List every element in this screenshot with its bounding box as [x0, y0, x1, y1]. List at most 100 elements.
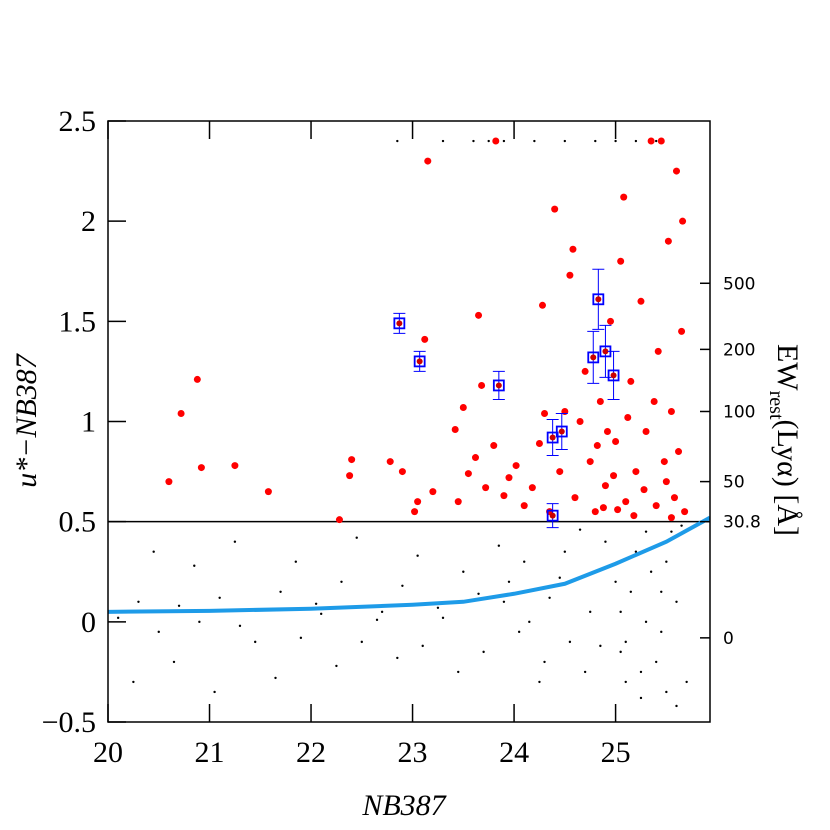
lae-candidate — [566, 271, 574, 279]
source-dot — [436, 606, 440, 610]
lae-candidate — [652, 502, 660, 510]
source-dot — [299, 636, 303, 640]
source-dot — [340, 580, 343, 583]
source-dot — [482, 650, 485, 654]
lae-candidate — [586, 458, 594, 466]
confirmed-square — [492, 379, 505, 392]
lae-candidate — [612, 438, 620, 446]
source-dot — [604, 540, 607, 543]
source-dot — [644, 530, 648, 533]
y2-axis-label: EWrest(Lyα) [Å] — [765, 344, 804, 536]
source-dot — [401, 584, 404, 587]
x-axis-label: NB387 — [361, 789, 447, 822]
lae-candidate — [632, 468, 640, 476]
y2-label-main: EW — [771, 344, 804, 391]
lae-candidate — [492, 137, 500, 145]
plot-area — [108, 137, 710, 708]
confirmed-center — [396, 320, 403, 327]
source-dot — [558, 576, 561, 579]
source-dot — [502, 600, 506, 603]
lae-candidate — [551, 205, 559, 213]
source-dot — [319, 612, 323, 616]
lae-candidate — [642, 428, 650, 436]
source-dot — [132, 680, 135, 684]
lae-candidate — [500, 492, 508, 500]
confirmed-center — [549, 512, 556, 519]
lae-candidate — [451, 426, 459, 434]
confirmed-square — [393, 317, 406, 330]
lae-candidate — [165, 478, 173, 486]
source-dot — [614, 580, 617, 583]
source-dot — [213, 690, 216, 694]
lae-candidate — [679, 217, 687, 225]
lae-candidate — [681, 508, 689, 516]
y-tick-label: 1.5 — [59, 305, 97, 338]
source-dot — [375, 618, 379, 622]
lae-candidate — [678, 327, 686, 335]
source-dot — [644, 620, 648, 624]
y-tick-label: 1 — [81, 406, 96, 439]
lae-candidate — [348, 456, 356, 464]
lae-candidate — [556, 468, 564, 476]
confirmed-center — [416, 358, 423, 365]
source-dot — [441, 139, 445, 143]
lae-candidate — [601, 482, 609, 490]
source-dot — [523, 560, 526, 563]
source-dot — [441, 616, 445, 620]
lae-candidate — [620, 193, 628, 201]
lae-candidate — [471, 454, 479, 462]
source-dot — [665, 560, 668, 563]
lae-candidate — [478, 381, 486, 389]
source-dot — [660, 630, 663, 634]
source-dot — [614, 139, 617, 143]
source-dot — [670, 530, 673, 533]
lae-candidate — [603, 428, 611, 436]
lae-candidate — [424, 157, 432, 165]
lae-candidate — [569, 245, 577, 253]
source-dot — [654, 660, 658, 664]
lae-candidate — [264, 488, 272, 496]
source-dot — [279, 590, 282, 593]
lae-candidate — [346, 472, 354, 480]
lae-candidate — [624, 413, 632, 421]
source-dot — [589, 610, 592, 614]
source-dot — [238, 624, 242, 628]
lae-candidate — [459, 403, 467, 411]
lae-candidate — [667, 407, 675, 415]
confirmed-square — [413, 355, 426, 368]
confirmed-center — [602, 348, 609, 355]
confirmed-square — [546, 431, 559, 444]
lae-candidate — [538, 301, 546, 309]
y2-label-tail: (Lyα) [Å] — [771, 420, 804, 537]
lae-candidate — [571, 494, 579, 502]
source-dot — [594, 139, 597, 143]
source-dot — [583, 670, 587, 674]
source-dot — [660, 590, 663, 593]
source-dot — [254, 640, 257, 644]
model-curve — [108, 515, 710, 614]
x-tick-label: 21 — [195, 736, 225, 769]
lae-candidate — [454, 498, 462, 506]
lae-candidate — [335, 516, 343, 524]
y2-tick-label: 50 — [723, 473, 745, 493]
lae-candidate — [414, 498, 422, 506]
source-dot — [599, 644, 602, 648]
lae-candidate — [622, 498, 630, 506]
lae-candidate — [672, 167, 680, 175]
lae-candidate — [657, 137, 665, 145]
lae-candidate — [670, 494, 678, 502]
lae-candidate — [541, 409, 549, 417]
lae-candidate — [581, 367, 589, 375]
x-tick-label: 24 — [499, 736, 529, 769]
source-dot — [137, 600, 140, 603]
lae-candidate — [464, 470, 472, 478]
source-dot — [624, 640, 627, 644]
source-dot — [335, 664, 338, 668]
source-dot — [538, 680, 541, 684]
y2-tick-label: 100 — [723, 402, 755, 422]
lae-candidate — [421, 335, 429, 343]
source-dot — [517, 630, 521, 634]
source-dot — [355, 536, 358, 539]
lae-candidate — [528, 484, 536, 492]
